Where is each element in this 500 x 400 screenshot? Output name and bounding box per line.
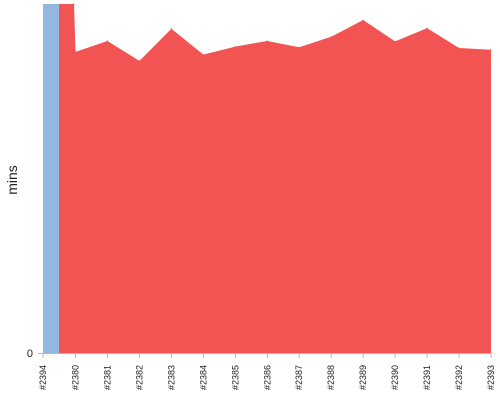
series-1-point [298,46,300,48]
y-tick-label: 0 [27,348,33,360]
x-tick-label: #2391 [422,365,432,390]
x-tick-label: #2389 [358,365,368,390]
x-tick-label: #2394 [38,365,48,390]
series-1-point [266,40,268,42]
y-axis-ticks: 0 [27,348,33,360]
y-axis-label: mins [4,165,20,195]
x-tick-label: #2383 [166,365,176,390]
series-1-area [59,4,491,353]
x-tick-label: #2387 [294,365,304,390]
series-1-point [490,49,492,51]
series-0-area [43,4,59,353]
x-tick-label: #2384 [198,365,208,390]
x-tick-label: #2386 [262,365,272,390]
series-1-point [426,27,428,29]
x-tick-label: #2388 [326,365,336,390]
series-1-point [138,60,141,62]
x-tick-label: #2392 [454,365,464,390]
series-1-point [73,3,75,5]
series-1-point [234,45,236,48]
series-1-point [202,54,204,56]
series-1-point [394,40,396,42]
x-axis-ticks: #2394 #2380 #2381 #2382 #2383 #2384 #2385 #2386… [38,353,496,390]
series-1-point [458,47,460,49]
x-tick-label: #2385 [230,365,240,390]
x-tick-label: #2381 [102,365,112,390]
series-1-point [170,28,172,30]
x-tick-label: #2393 [486,365,496,390]
plot-area [43,3,492,353]
series-1-point [74,51,77,53]
series-1-point [106,40,109,42]
x-tick-label: #2380 [71,365,81,390]
series-1-point [362,19,364,21]
x-tick-label: #2382 [134,365,144,390]
series-1-point [330,36,332,38]
x-tick-label: #2390 [390,365,400,390]
